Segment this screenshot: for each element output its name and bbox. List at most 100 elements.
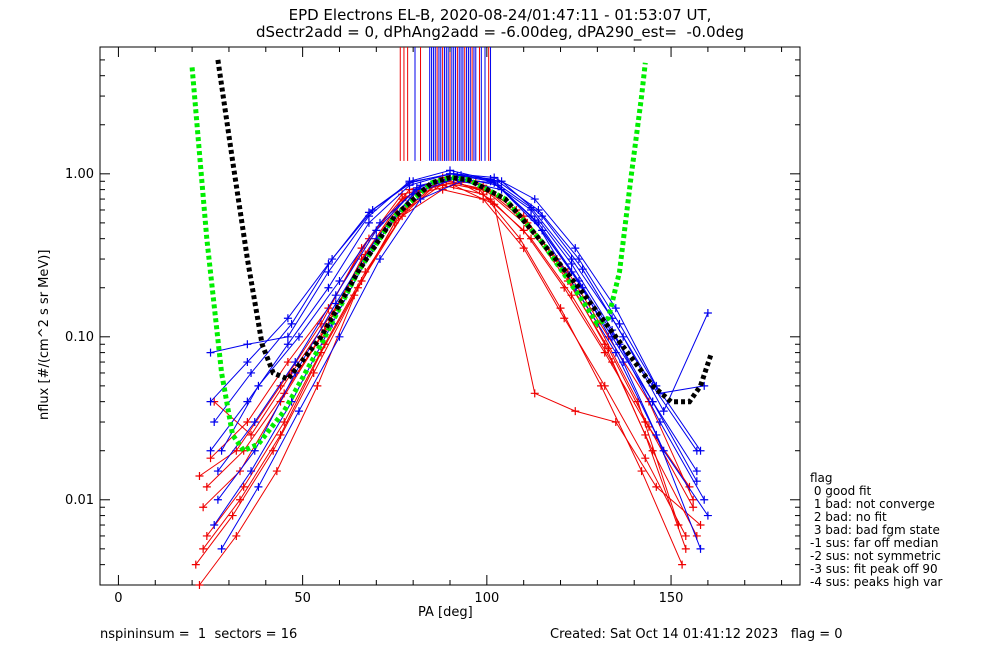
chart-title-line1: EPD Electrons EL-B, 2020-08-24/01:47:11 … xyxy=(288,6,712,24)
data-point-marker xyxy=(199,503,208,512)
legend-item: -3 sus: fit peak off 90 xyxy=(810,562,938,576)
y-axis-label: nflux [#/(cm^2 s sr MeV)] xyxy=(37,249,52,420)
data-point-marker xyxy=(376,255,384,264)
data-point-marker xyxy=(247,467,256,476)
y-tick-label: 0.10 xyxy=(65,330,94,345)
legend-item: -2 sus: not symmetric xyxy=(810,549,941,563)
data-point-marker xyxy=(398,212,407,221)
data-point-marker xyxy=(283,332,292,341)
data-point-marker xyxy=(250,418,259,427)
data-point-marker xyxy=(232,531,241,540)
data-point-marker xyxy=(243,358,252,367)
legend-item: 0 good fit xyxy=(810,484,872,498)
data-point-marker xyxy=(357,276,366,285)
data-point-marker xyxy=(689,495,698,504)
x-tick-label: 50 xyxy=(294,591,311,606)
data-point-marker xyxy=(217,446,226,455)
data-point-marker xyxy=(376,218,384,227)
data-point-marker xyxy=(530,389,539,398)
data-point-marker xyxy=(217,544,226,553)
footer-left: nspininsum = 1 sectors = 16 xyxy=(100,627,298,642)
y-tick-label: 0.01 xyxy=(65,493,94,508)
legend-title: flag xyxy=(810,471,833,485)
data-point-marker xyxy=(236,495,244,504)
data-point-marker xyxy=(689,503,698,512)
data-point-marker xyxy=(276,430,285,439)
data-point-marker xyxy=(567,291,576,300)
data-point-marker xyxy=(611,304,620,313)
data-point-marker xyxy=(313,381,322,390)
x-tick-label: 0 xyxy=(114,591,122,606)
data-point-marker xyxy=(213,467,222,476)
data-point-marker xyxy=(331,291,340,300)
series-line xyxy=(202,176,687,549)
data-point-marker xyxy=(700,495,709,504)
data-point-marker xyxy=(191,560,200,569)
legend-item: -1 sus: far off median xyxy=(810,536,939,550)
data-point-marker xyxy=(527,203,536,212)
data-point-marker xyxy=(641,454,650,463)
data-point-marker xyxy=(678,560,687,569)
data-point-marker xyxy=(195,581,204,589)
data-point-marker xyxy=(272,467,281,476)
data-point-marker xyxy=(254,381,263,390)
data-point-marker xyxy=(364,208,373,217)
legend-item: 2 bad: no fit xyxy=(810,510,887,524)
data-point-marker xyxy=(247,368,256,377)
data-point-marker xyxy=(416,181,425,190)
data-point-marker xyxy=(696,544,705,553)
data-point-marker xyxy=(335,332,344,341)
chart-title-line2: dSectr2add = 0, dPhAng2add = -6.00deg, d… xyxy=(256,23,744,41)
data-point-marker xyxy=(578,265,587,274)
vertical-ticks xyxy=(399,47,492,161)
data-point-marker xyxy=(283,340,292,349)
data-point-marker xyxy=(324,267,333,276)
data-point-marker xyxy=(637,467,646,476)
data-point-marker xyxy=(210,418,219,427)
data-point-marker xyxy=(692,446,701,455)
data-point-marker xyxy=(291,358,300,367)
data-point-marker xyxy=(206,397,215,406)
data-point-marker xyxy=(604,344,613,353)
data-point-marker xyxy=(703,308,712,317)
data-point-marker xyxy=(652,482,661,491)
series-line xyxy=(199,180,683,586)
data-point-marker xyxy=(486,174,495,183)
data-point-marker xyxy=(287,319,296,328)
data-point-marker xyxy=(364,218,373,227)
data-point-marker xyxy=(519,226,528,235)
data-point-marker xyxy=(213,495,222,504)
data-point-marker xyxy=(294,332,303,341)
data-point-marker xyxy=(611,348,620,357)
data-point-marker xyxy=(350,291,359,300)
data-point-marker xyxy=(206,454,215,463)
data-point-marker xyxy=(681,531,690,540)
data-point-marker xyxy=(703,511,712,520)
legend-item: 1 bad: not converge xyxy=(810,497,935,511)
legend-item: 3 bad: bad fgm state xyxy=(810,523,940,537)
data-point-marker xyxy=(567,255,576,264)
data-point-marker xyxy=(283,358,292,367)
axes: 0 50 100 150 0.01 0.10 1.00 xyxy=(65,46,800,606)
data-point-marker xyxy=(199,544,208,553)
data-point-marker xyxy=(206,348,215,357)
data-point-marker xyxy=(571,407,580,416)
data-point-marker xyxy=(530,216,539,225)
data-point-marker xyxy=(335,276,344,285)
data-point-marker xyxy=(652,430,661,439)
data-point-marker xyxy=(615,319,624,328)
data-point-marker xyxy=(243,418,252,427)
data-series xyxy=(191,166,712,589)
data-point-marker xyxy=(247,430,256,439)
fit-curve-black xyxy=(215,59,714,405)
data-point-marker xyxy=(254,482,263,491)
data-point-marker xyxy=(530,195,539,204)
x-axis-label: PA [deg] xyxy=(418,605,473,620)
fit-curves xyxy=(189,59,714,454)
data-point-marker xyxy=(519,244,528,253)
data-point-marker xyxy=(479,195,488,204)
data-point-marker xyxy=(567,267,576,276)
data-point-marker xyxy=(228,511,237,520)
data-point-marker xyxy=(195,471,204,480)
x-tick-label: 150 xyxy=(659,591,684,606)
